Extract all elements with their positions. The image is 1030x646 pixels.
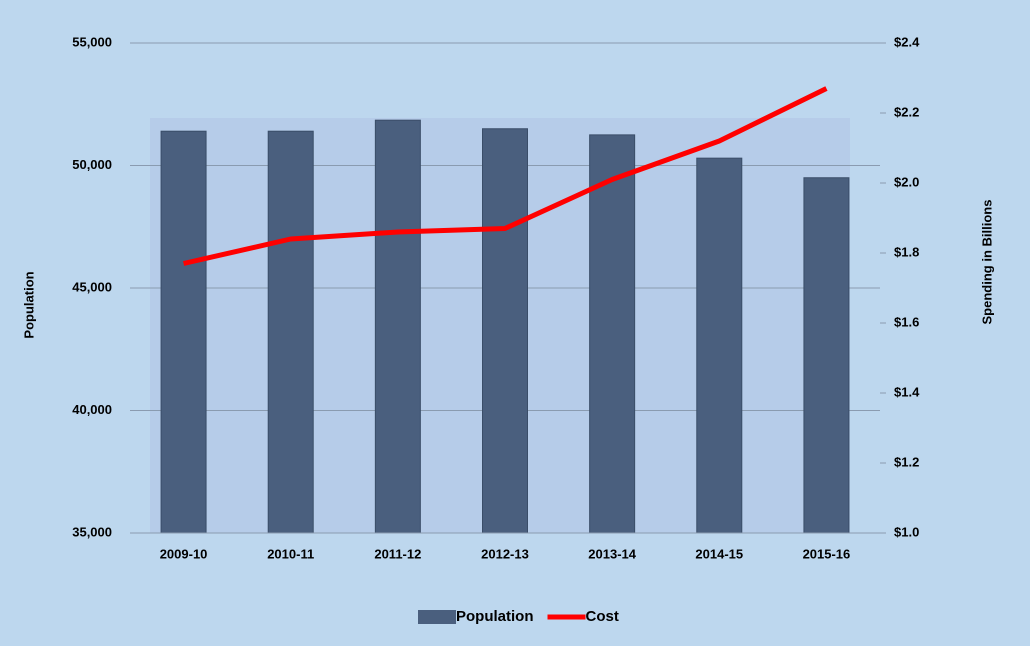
y2-axis-title: Spending in Billions — [979, 200, 994, 325]
y-tick-label: 35,000 — [72, 524, 112, 539]
y2-tick-label: $1.2 — [894, 454, 919, 469]
bar — [589, 134, 636, 534]
y2-tick-label: $2.2 — [894, 104, 919, 119]
bar — [160, 130, 207, 534]
bar — [374, 119, 421, 534]
legend-label: Cost — [586, 608, 619, 625]
x-tick-label: 2014-15 — [695, 546, 743, 561]
bar — [696, 157, 743, 534]
bar — [803, 177, 850, 534]
bar — [267, 130, 314, 534]
x-tick-label: 2013-14 — [588, 546, 636, 561]
y-tick-label: 55,000 — [72, 34, 112, 49]
y-axis-title: Population — [21, 271, 36, 338]
y2-tick-label: $2.4 — [894, 34, 920, 49]
line — [183, 86, 828, 266]
x-tick-label: 2012-13 — [481, 546, 529, 561]
y2-tick-label: $1.6 — [894, 314, 919, 329]
x-tick-label: 2015-16 — [803, 546, 851, 561]
legend-swatch — [418, 610, 456, 624]
y-tick-label: 45,000 — [72, 279, 112, 294]
x-tick-label: 2010-11 — [267, 546, 314, 561]
bar — [482, 128, 528, 534]
y2-tick-label: $2.0 — [894, 174, 919, 189]
legend-label: Population — [456, 608, 534, 625]
y2-tick-label: $1.8 — [894, 244, 919, 259]
y2-tick-label: $1.0 — [894, 524, 919, 539]
x-tick-label: 2009-10 — [160, 546, 208, 561]
y-tick-label: 40,000 — [72, 402, 112, 417]
y2-tick-label: $1.4 — [894, 384, 920, 399]
x-tick-label: 2011-12 — [374, 546, 421, 561]
y-tick-label: 50,000 — [72, 157, 112, 172]
